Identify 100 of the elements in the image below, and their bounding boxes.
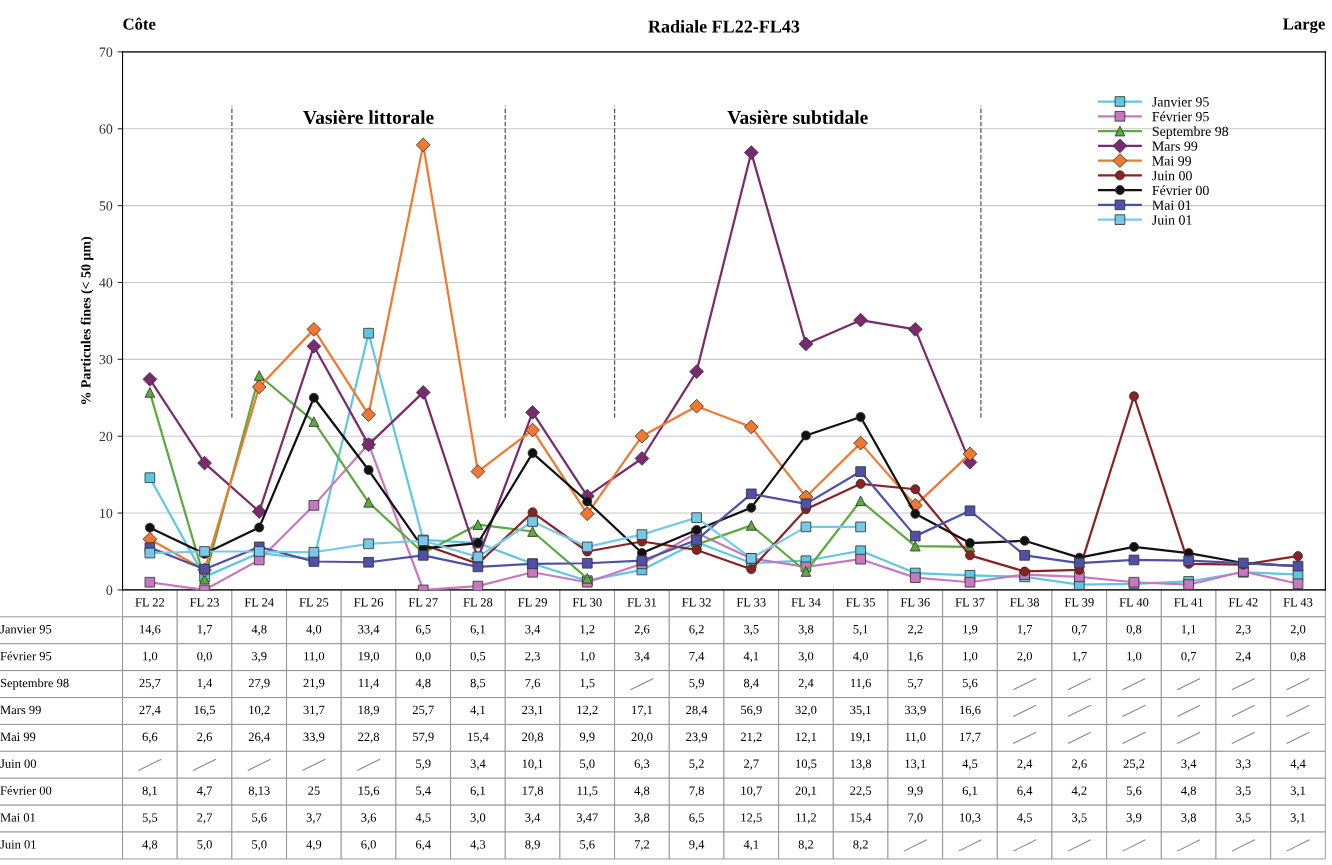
data-label: 3,1	[1290, 813, 1306, 824]
data-label: 10,2	[249, 705, 270, 716]
data-label: 1,0	[580, 651, 595, 663]
data-label: 1,1	[1181, 625, 1196, 636]
data-label: 15,4	[468, 732, 489, 743]
data-label: 4,0	[853, 651, 868, 663]
data-label: 19,1	[850, 732, 871, 743]
data-label: 3,8	[1181, 813, 1196, 824]
data-label: 0,8	[1126, 624, 1142, 636]
data-label: 9,4	[689, 840, 705, 851]
data-label: 17,8	[522, 786, 544, 797]
y-tick-label: 70	[99, 47, 113, 57]
data-label: 8,4	[743, 678, 759, 690]
data-label: 21,9	[303, 678, 325, 690]
data-label: 12,1	[796, 732, 817, 743]
y-tick-label: 50	[99, 201, 113, 211]
text: Mai 01	[0, 813, 36, 822]
data-label: 8,9	[525, 840, 540, 851]
data-label: 17,7	[960, 732, 981, 743]
data-label: 11,5	[577, 786, 598, 797]
data-label: 3,4	[525, 813, 541, 824]
data-label: 17,1	[632, 705, 653, 716]
data-label: 57,9	[413, 732, 434, 743]
legend-label: Janvier 95	[1152, 97, 1209, 107]
data-label: 3,4	[525, 625, 541, 636]
data-label: 5,6	[962, 678, 978, 690]
data-label: 4,8	[1181, 786, 1196, 797]
y-axis-title: % Particules fines (< 50 µm)	[80, 237, 94, 405]
data-label: 1,0	[1127, 651, 1142, 663]
data-label: 6,5	[415, 625, 431, 636]
data-label: 3,5	[1236, 786, 1251, 797]
data-label: 5,6	[580, 840, 595, 851]
data-label: 2,4	[1017, 759, 1033, 770]
data-label: 5,0	[580, 759, 595, 770]
text: Juin 01	[0, 840, 36, 849]
data-label: 2,3	[525, 651, 540, 663]
data-label: 4,5	[1017, 813, 1032, 824]
data-label: 6,3	[634, 759, 650, 770]
data-label: 6,0	[361, 840, 376, 851]
x-tick-label: FL 38	[1010, 598, 1040, 607]
data-label: 15,4	[850, 813, 872, 824]
data-label: 13,8	[850, 759, 872, 770]
data-label: 1,5	[580, 678, 595, 690]
legend-label: Mai 99	[1152, 156, 1192, 166]
data-label: 12,2	[577, 705, 598, 716]
data-label: 2,6	[197, 732, 212, 743]
x-tick-label: FL 22	[135, 598, 165, 607]
data-label: 4,8	[415, 678, 431, 690]
x-tick-label: FL 42	[1228, 598, 1258, 607]
data-label: 9,9	[579, 732, 595, 743]
data-label: 4,7	[196, 786, 213, 797]
data-label: 6,1	[962, 786, 978, 797]
data-label: 3,8	[798, 624, 814, 636]
data-label: 28,4	[686, 705, 708, 716]
data-label: 5,2	[689, 759, 704, 770]
data-label: 6,2	[689, 625, 704, 636]
data-label: 0,0	[415, 651, 431, 663]
text: Mars 99	[0, 705, 41, 715]
y-tick-label: 30	[99, 354, 113, 365]
data-label: 8,5	[470, 678, 486, 690]
data-label: 22,5	[850, 786, 872, 797]
x-tick-label: FL 27	[408, 598, 438, 607]
data-label: 15,6	[358, 786, 380, 797]
data-label: 27,9	[248, 678, 270, 690]
data-label: 7,2	[634, 840, 650, 851]
x-tick-label: FL 37	[955, 598, 985, 607]
annotation: Vasière littorale	[303, 110, 434, 125]
data-label: 19,0	[358, 651, 380, 663]
data-label: 5,9	[416, 759, 431, 770]
data-label: 16,5	[194, 705, 215, 716]
data-label: 8,2	[853, 840, 868, 851]
data-label: 1,6	[908, 651, 923, 663]
data-label: 11,2	[796, 813, 816, 824]
data-label: 4,1	[743, 651, 759, 663]
data-label: 6,5	[689, 813, 704, 824]
data-label: 2,4	[798, 678, 814, 690]
x-tick-label: FL 26	[354, 598, 384, 607]
data-label: 1,0	[963, 651, 978, 663]
data-label: 5,6	[1126, 786, 1142, 797]
data-label: 1,7	[197, 625, 213, 636]
text: Janvier 95	[0, 625, 52, 634]
data-label: 6,1	[470, 625, 485, 636]
data-label: 3,5	[744, 625, 759, 636]
data-label: 4,2	[1071, 786, 1087, 797]
data-label: 23,9	[686, 732, 708, 743]
data-label: 8,1	[142, 786, 157, 797]
data-label: 7,4	[689, 651, 705, 663]
data-label: 3,5	[1072, 813, 1087, 824]
annotation: Vasière subtidale	[727, 110, 868, 125]
text: Mai 99	[0, 732, 36, 742]
data-label: 0,8	[1290, 651, 1306, 663]
data-label: 2,4	[1236, 651, 1251, 663]
legend-label: Juin 00	[1152, 170, 1192, 181]
data-label: 7,0	[908, 813, 923, 824]
y-tick-label: 0	[106, 585, 113, 595]
data-label: 2,6	[1072, 759, 1087, 770]
data-label: 25,2	[1123, 759, 1145, 770]
data-label: 8,13	[248, 786, 270, 797]
text: Large	[1283, 18, 1325, 34]
data-label: 4,4	[1290, 759, 1306, 770]
